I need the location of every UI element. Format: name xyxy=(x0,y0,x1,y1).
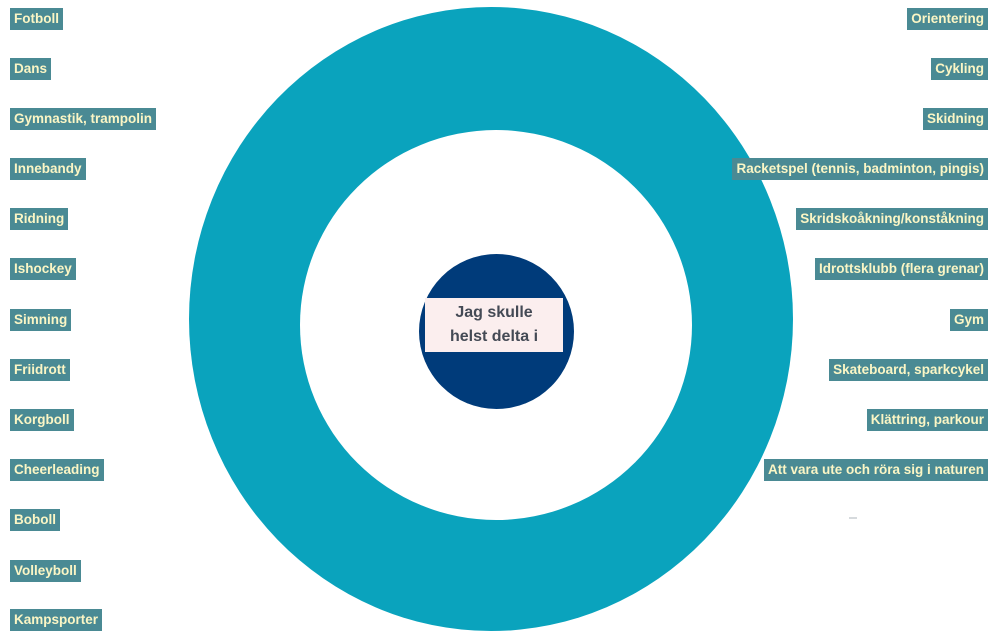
chip-dans[interactable]: Dans xyxy=(10,58,52,80)
chip-natur[interactable]: Att vara ute och röra sig i naturen xyxy=(763,459,988,481)
chip-kampsporter[interactable]: Kampsporter xyxy=(10,609,103,631)
chip-gym[interactable]: Gym xyxy=(949,309,988,331)
chip-volleyboll[interactable]: Volleyboll xyxy=(10,560,81,582)
chip-ishockey[interactable]: Ishockey xyxy=(10,258,76,280)
chip-korgboll[interactable]: Korgboll xyxy=(10,409,74,431)
chip-skateboard[interactable]: Skateboard, sparkcykel xyxy=(829,359,988,381)
chip-friidrott[interactable]: Friidrott xyxy=(10,359,70,381)
chip-idrottsklubb[interactable]: Idrottsklubb (flera grenar) xyxy=(814,258,988,280)
chip-orientering[interactable]: Orientering xyxy=(907,8,988,30)
chip-gymnastik[interactable]: Gymnastik, trampolin xyxy=(10,108,157,130)
chip-innebandy[interactable]: Innebandy xyxy=(10,158,86,180)
chip-klattring[interactable]: Klättring, parkour xyxy=(866,409,988,431)
divider-mark xyxy=(849,517,857,519)
chip-cykling[interactable]: Cykling xyxy=(931,58,988,80)
chip-fotboll[interactable]: Fotboll xyxy=(10,8,63,30)
chip-boboll[interactable]: Boboll xyxy=(10,509,60,531)
chip-skidning[interactable]: Skidning xyxy=(923,108,988,130)
chip-skridskoakning[interactable]: Skridskoåkning/konståkning xyxy=(796,208,988,230)
chip-racketspel[interactable]: Racketspel (tennis, badminton, pingis) xyxy=(732,158,988,180)
chip-simning[interactable]: Simning xyxy=(10,309,72,331)
center-label: Jag skulle helst delta i xyxy=(425,298,563,352)
chip-ridning[interactable]: Ridning xyxy=(10,208,69,230)
chip-cheerleading[interactable]: Cheerleading xyxy=(10,459,104,481)
